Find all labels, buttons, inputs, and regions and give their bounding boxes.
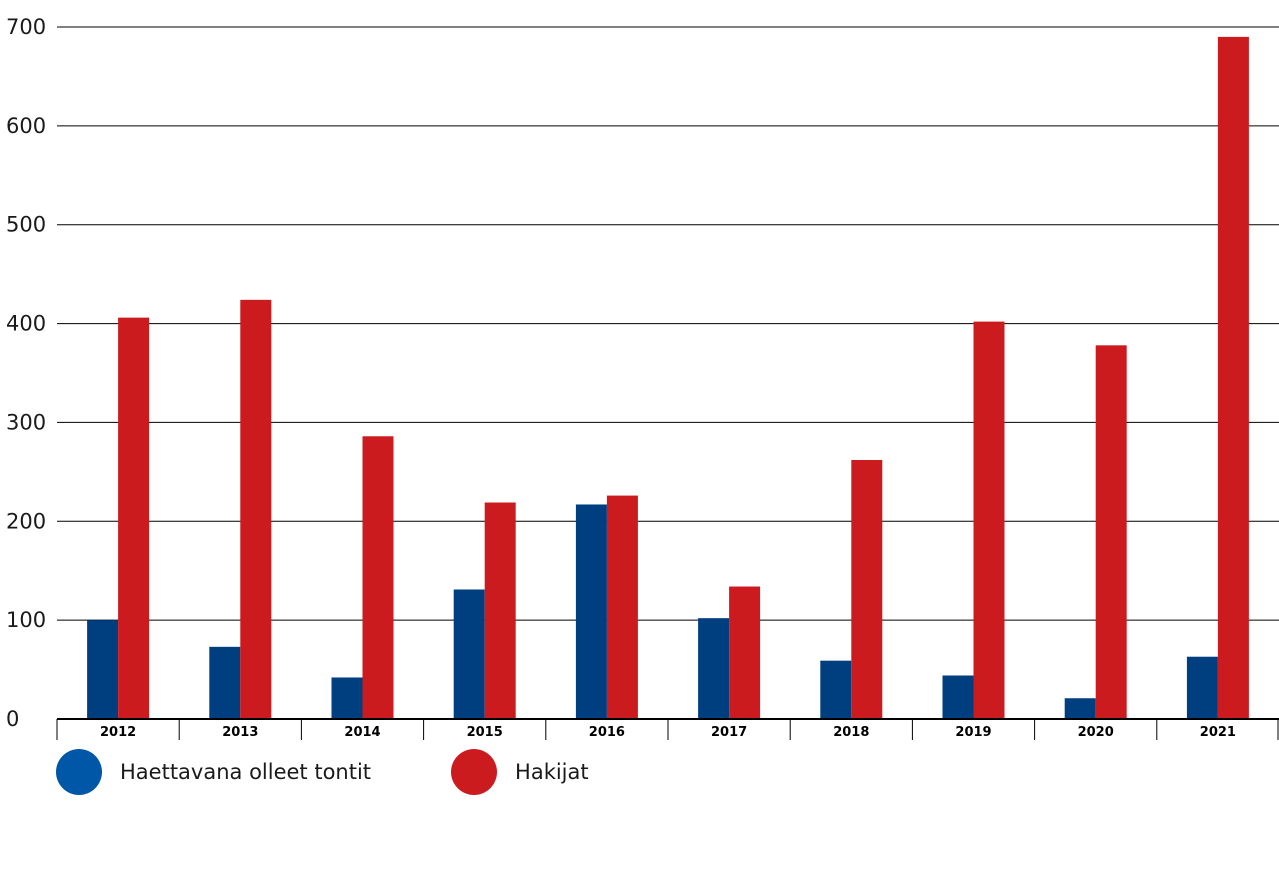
- bar-hakijat: [1217, 36, 1249, 719]
- y-tick-label: 200: [6, 509, 46, 533]
- legend-label-haettavana: Haettavana olleet tontit: [120, 760, 372, 784]
- legend-label-hakijat: Hakijat: [515, 760, 589, 784]
- bar-chart: 0100200300400500600700201210040620137342…: [6, 15, 1279, 740]
- y-tick-label: 100: [6, 608, 46, 632]
- legend-item-haettavana: Haettavana olleet tontit: [56, 749, 371, 795]
- y-tick-label: 500: [6, 213, 46, 237]
- table-year-label: 2016: [589, 725, 625, 740]
- table-year-label: 2018: [833, 725, 869, 740]
- bar-hakijat: [484, 502, 516, 719]
- table-year-label: 2021: [1200, 725, 1236, 740]
- bar-hakijat: [851, 459, 883, 719]
- bar-haettavana: [87, 620, 119, 719]
- legend-item-hakijat: Hakijat: [451, 749, 589, 795]
- bar-haettavana: [1186, 656, 1218, 719]
- bar-haettavana: [453, 589, 485, 719]
- bar-hakijat: [1095, 345, 1127, 719]
- y-tick-label: 300: [6, 410, 46, 434]
- table-year-label: 2012: [100, 725, 136, 740]
- table-year-label: 2017: [711, 725, 747, 740]
- bar-hakijat: [729, 586, 761, 719]
- table-year-label: 2014: [344, 725, 380, 740]
- bar-haettavana: [942, 675, 974, 719]
- legend-swatch-blue: [56, 749, 102, 795]
- legend-swatch-red: [451, 749, 498, 795]
- table-year-label: 2020: [1078, 725, 1114, 740]
- bar-hakijat: [973, 321, 1005, 719]
- bar-haettavana: [331, 677, 363, 719]
- y-tick-label: 0: [6, 707, 19, 731]
- table-year-label: 2013: [222, 725, 258, 740]
- bar-haettavana: [698, 618, 730, 719]
- bar-hakijat: [240, 299, 272, 719]
- y-tick-label: 400: [6, 312, 46, 336]
- bar-haettavana: [575, 504, 607, 719]
- y-tick-label: 700: [6, 15, 46, 39]
- bar-haettavana: [1064, 698, 1096, 719]
- bar-haettavana: [209, 646, 241, 719]
- y-tick-label: 600: [6, 114, 46, 138]
- table-year-label: 2019: [955, 725, 991, 740]
- bar-hakijat: [362, 436, 394, 719]
- bar-haettavana: [820, 660, 852, 719]
- legend: Haettavana olleet tontit Hakijat: [56, 749, 669, 795]
- table-year-label: 2015: [467, 725, 503, 740]
- bar-hakijat: [606, 495, 638, 719]
- bar-hakijat: [118, 317, 150, 719]
